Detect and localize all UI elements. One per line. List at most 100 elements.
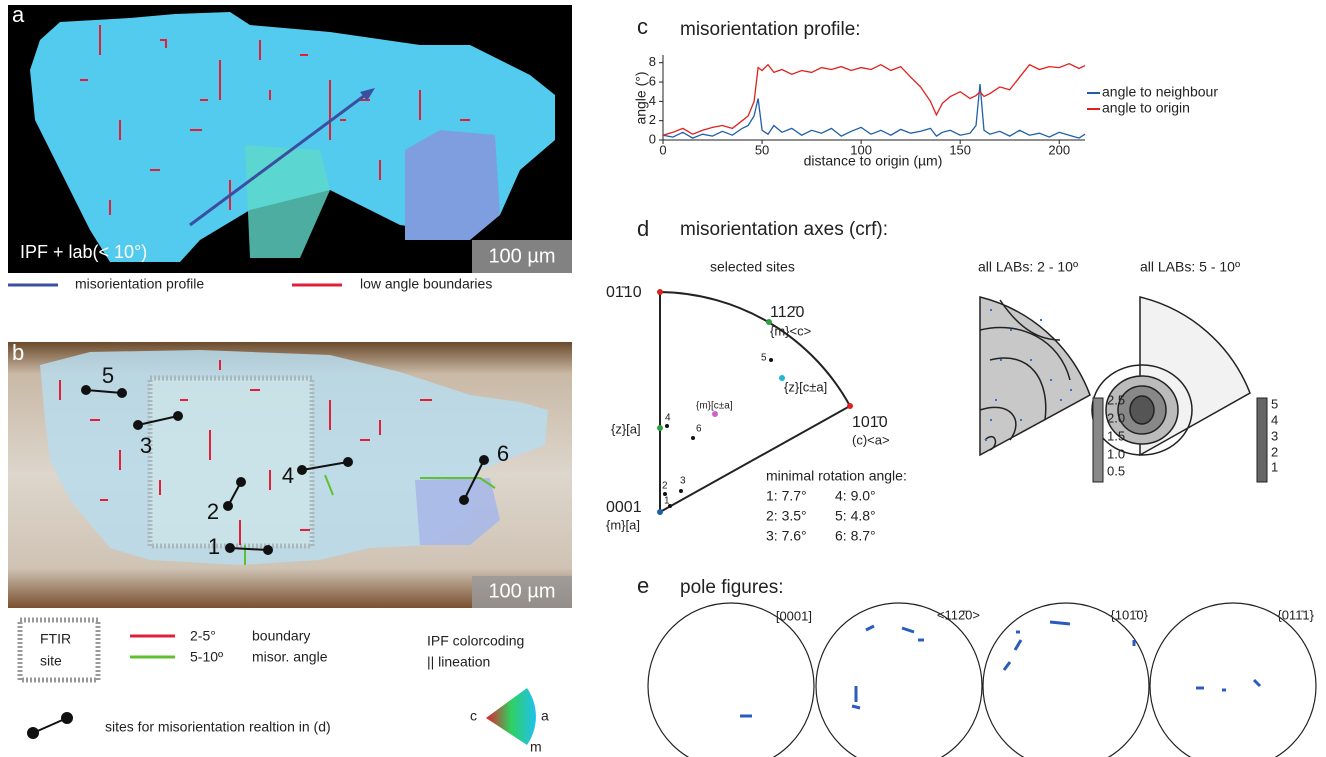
legend-text: 5-10º xyxy=(190,649,223,665)
caption: IPF + lab(< 10°) xyxy=(20,242,147,262)
panel-d: d misorientation axes (crf): selected si… xyxy=(606,216,1278,544)
site-number: 1 xyxy=(664,496,670,507)
rotation-angle: 6: 8.7° xyxy=(835,528,876,544)
x-tick-label: 200 xyxy=(1048,142,1070,157)
legend-text: || lineation xyxy=(427,654,490,670)
scale-bar xyxy=(472,240,572,273)
colorbar-tick: 3 xyxy=(1271,428,1278,443)
axis-point xyxy=(712,411,718,417)
series-line xyxy=(662,62,1086,136)
grain xyxy=(415,478,500,545)
pole-label: {011̄1} xyxy=(1277,607,1314,622)
lab-points xyxy=(985,309,1072,441)
panel-b: 1 2 3 4 5 6 100 µm b FTIR site 2-5° 5-10… xyxy=(8,340,572,755)
site-number: 3 xyxy=(680,476,686,487)
legend-label: angle to neighbour xyxy=(1102,84,1218,100)
site-number: 6 xyxy=(696,424,702,435)
panel-label: b xyxy=(12,340,24,365)
ftir-site xyxy=(147,375,315,549)
panel-a: 100 µm a IPF + lab(< 10°) misorientation… xyxy=(8,2,572,292)
chart-title: misorientation profile: xyxy=(680,19,861,40)
vertex xyxy=(657,289,663,295)
profile-arrow xyxy=(189,88,373,227)
boundaries-2-5 xyxy=(59,360,432,545)
legend-text: sites for misorientation realtion in (d) xyxy=(105,719,331,735)
panel-label: a xyxy=(12,2,25,27)
rotation-angle: 3: 7.6° xyxy=(766,528,807,544)
axis-label: 101̄0 xyxy=(852,414,888,431)
pole-label: <112̄0> xyxy=(937,607,980,622)
x-axis-label: distance to origin (µm) xyxy=(804,153,943,169)
grain xyxy=(245,145,330,258)
panel-e: e pole figures: [0001] <112̄0> {101̄0} {… xyxy=(637,573,1317,757)
site-number: 2 xyxy=(662,481,668,492)
site-label: 6 xyxy=(497,441,509,466)
site-label: 3 xyxy=(140,433,152,458)
site-number: 4 xyxy=(665,413,671,424)
y-tick-label: 4 xyxy=(649,93,656,108)
site-label: 4 xyxy=(282,463,294,488)
site-label: 2 xyxy=(207,499,219,524)
axis-label: {z}[c±a] xyxy=(784,379,827,394)
axis-label: {m}<c> xyxy=(770,323,811,338)
pole-circles xyxy=(647,602,1317,757)
panel-label: d xyxy=(637,216,649,241)
site-points xyxy=(663,358,773,508)
vertex xyxy=(657,509,663,515)
y-tick-label: 0 xyxy=(649,131,656,146)
legend-text: FTIR xyxy=(40,631,71,647)
ipf-key-label: a xyxy=(541,708,549,724)
y-axis-label: angle (°) xyxy=(633,71,649,124)
rotation-angle: 2: 3.5° xyxy=(766,508,807,524)
pole-label: [0001] xyxy=(776,608,812,623)
colorbar-tick: 2 xyxy=(1271,444,1278,459)
rotation-angle: 1: 7.7° xyxy=(766,488,807,504)
site-markers xyxy=(81,385,489,555)
colorbar xyxy=(1092,397,1104,483)
axis-label: {m}[a] xyxy=(606,517,640,532)
legend-text: IPF colorcoding xyxy=(427,633,524,649)
axis-label: 112̄0 xyxy=(770,304,805,321)
legend-text: low angle boundaries xyxy=(360,276,492,292)
rotation-title: minimal rotation angle: xyxy=(766,468,907,484)
site-number: 5 xyxy=(761,353,767,364)
legend-text: misorientation profile xyxy=(75,276,204,292)
subtitle: all LABs: 2 - 10º xyxy=(978,259,1078,275)
y-tick-label: 8 xyxy=(649,54,656,69)
panel-label: c xyxy=(637,14,648,39)
subtitle: all LABs: 5 - 10º xyxy=(1140,259,1240,275)
rotation-angle: 5: 4.8° xyxy=(835,508,876,524)
arrow-head xyxy=(360,88,375,101)
y-tick-label: 6 xyxy=(649,73,656,88)
colorbar-tick: 5 xyxy=(1271,396,1278,411)
pole-label: {101̄0} xyxy=(1110,607,1148,622)
y-tick-label: 2 xyxy=(649,112,656,127)
series-line xyxy=(662,83,1086,139)
ipf-key xyxy=(486,688,536,745)
axis-label: 01̄10 xyxy=(606,284,642,301)
rotation-angle: 4: 9.0° xyxy=(835,488,876,504)
contours xyxy=(1091,364,1193,456)
legend-text: 2-5° xyxy=(190,628,216,644)
legend-text: boundary xyxy=(252,628,310,644)
axis-label: (c)<a> xyxy=(852,432,890,447)
pole-clusters xyxy=(740,620,1262,718)
x-tick-label: 100 xyxy=(850,142,872,157)
colorbar-tick: 1 xyxy=(1271,459,1278,474)
x-tick-label: 50 xyxy=(755,142,769,157)
colorbar-tick: 0.5 xyxy=(1107,463,1125,478)
grain xyxy=(405,130,500,240)
panel-title: misorientation axes (crf): xyxy=(680,219,888,240)
density-wedge xyxy=(979,296,1091,457)
site-label: 5 xyxy=(102,363,114,388)
legend-label: angle to origin xyxy=(1102,100,1190,116)
subtitle: selected sites xyxy=(710,259,795,275)
contours xyxy=(979,299,1071,451)
colorbar-tick: 4 xyxy=(1271,412,1278,427)
legend-text: misor. angle xyxy=(252,649,328,665)
legend-text: site xyxy=(40,653,62,669)
scale-label: 100 µm xyxy=(488,245,555,267)
axis-label: {z}[a] xyxy=(611,421,641,436)
panel-label: e xyxy=(637,573,649,598)
colorbar xyxy=(1256,397,1268,483)
